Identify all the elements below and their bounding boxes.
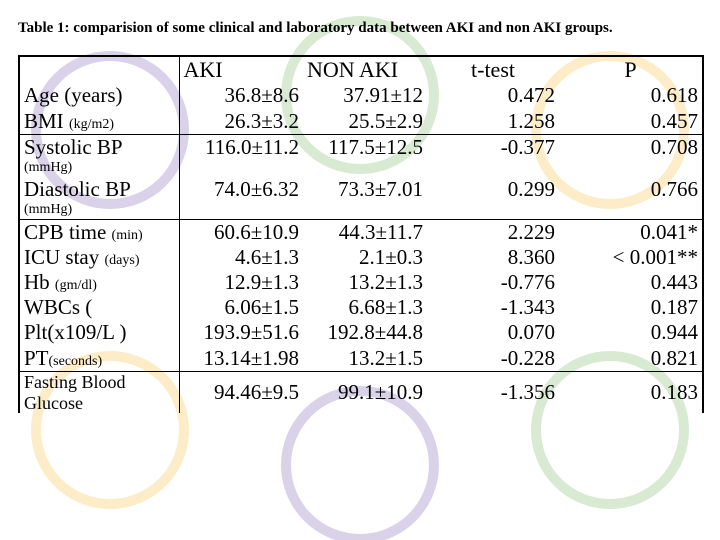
cell-t: -1.356 — [427, 371, 559, 413]
cell-aki: 36.8±8.6 — [179, 83, 303, 108]
cell-t: 0.070 — [427, 320, 559, 345]
header-empty — [19, 56, 179, 83]
header-aki: AKI — [179, 56, 303, 83]
table-row: Diastolic BP 74.0±6.32 73.3±7.01 0.299 0… — [19, 177, 703, 202]
table-row: Systolic BP 116.0±11.2 117.5±12.5 -0.377… — [19, 134, 703, 160]
row-label: ICU stay — [24, 245, 105, 269]
cell-t: 0.299 — [427, 177, 559, 202]
cell-non: 13.2±1.3 — [303, 270, 427, 295]
cell-aki: 193.9±51.6 — [179, 320, 303, 345]
cell-non: 2.1±0.3 — [303, 245, 427, 270]
row-label: Plt(x109/L ) — [24, 320, 126, 344]
cell-aki: 6.06±1.5 — [179, 295, 303, 320]
cell-aki: 94.46±9.5 — [179, 371, 303, 413]
comparison-table: AKI NON AKI t-test P Age (years) 36.8±8.… — [18, 55, 704, 413]
cell-aki: 74.0±6.32 — [179, 177, 303, 202]
row-label: Age (years) — [24, 83, 123, 107]
row-unit: (kg/m2) — [69, 117, 114, 132]
row-unit: (gm/dl) — [55, 278, 97, 293]
row-label: CPB time — [24, 220, 112, 244]
cell-t: -0.377 — [427, 134, 559, 160]
header-p: P — [559, 56, 703, 83]
row-label: Hb — [24, 270, 55, 294]
cell-aki: 26.3±3.2 — [179, 109, 303, 135]
cell-aki: 60.6±10.9 — [179, 219, 303, 245]
cell-non: 192.8±44.8 — [303, 320, 427, 345]
row-label: WBCs ( — [24, 295, 92, 319]
cell-aki: 12.9±1.3 — [179, 270, 303, 295]
cell-non: 117.5±12.5 — [303, 134, 427, 160]
cell-non: 6.68±1.3 — [303, 295, 427, 320]
header-ttest: t-test — [427, 56, 559, 83]
table-row: WBCs ( 6.06±1.5 6.68±1.3 -1.343 0.187 — [19, 295, 703, 320]
cell-p: 0.821 — [559, 346, 703, 372]
table-row: ICU stay (days) 4.6±1.3 2.1±0.3 8.360 < … — [19, 245, 703, 270]
table-header-row: AKI NON AKI t-test P — [19, 56, 703, 83]
table-row: BMI (kg/m2) 26.3±3.2 25.5±2.9 1.258 0.45… — [19, 109, 703, 135]
cell-non: 99.1±10.9 — [303, 371, 427, 413]
table-row-unit: (mmHg) — [19, 202, 703, 219]
cell-p: 0.944 — [559, 320, 703, 345]
table-title: Table 1: comparision of some clinical an… — [18, 20, 702, 37]
table-row: Hb (gm/dl) 12.9±1.3 13.2±1.3 -0.776 0.44… — [19, 270, 703, 295]
cell-non: 25.5±2.9 — [303, 109, 427, 135]
row-unit: (seconds) — [49, 354, 103, 369]
cell-p: 0.443 — [559, 270, 703, 295]
cell-t: -1.343 — [427, 295, 559, 320]
cell-aki: 13.14±1.98 — [179, 346, 303, 372]
cell-t: 1.258 — [427, 109, 559, 135]
cell-non: 13.2±1.5 — [303, 346, 427, 372]
header-non-aki: NON AKI — [303, 56, 427, 83]
row-label: Systolic BP — [24, 135, 123, 159]
row-label-line1: Fasting Blood — [24, 372, 126, 392]
row-unit: (min) — [112, 228, 143, 243]
table-row-unit: (mmHg) — [19, 160, 703, 177]
cell-p: < 0.001** — [559, 245, 703, 270]
row-label: BMI — [24, 109, 69, 133]
cell-aki: 116.0±11.2 — [179, 134, 303, 160]
cell-p: 0.457 — [559, 109, 703, 135]
cell-t: 8.360 — [427, 245, 559, 270]
row-unit: (days) — [105, 253, 140, 268]
cell-t: 2.229 — [427, 219, 559, 245]
cell-p: 0.187 — [559, 295, 703, 320]
table-row: Plt(x109/L ) 193.9±51.6 192.8±44.8 0.070… — [19, 320, 703, 345]
cell-t: -0.228 — [427, 346, 559, 372]
cell-t: -0.776 — [427, 270, 559, 295]
cell-p: 0.708 — [559, 134, 703, 160]
cell-non: 37.91±12 — [303, 83, 427, 108]
cell-aki: 4.6±1.3 — [179, 245, 303, 270]
cell-p: 0.041* — [559, 219, 703, 245]
row-label: Diastolic BP — [24, 177, 131, 201]
row-label-line2: Glucose — [24, 393, 83, 413]
row-unit: (mmHg) — [19, 202, 179, 219]
cell-p: 0.183 — [559, 371, 703, 413]
cell-t: 0.472 — [427, 83, 559, 108]
table-row: CPB time (min) 60.6±10.9 44.3±11.7 2.229… — [19, 219, 703, 245]
cell-p: 0.766 — [559, 177, 703, 202]
table-row: Age (years) 36.8±8.6 37.91±12 0.472 0.61… — [19, 83, 703, 108]
cell-non: 44.3±11.7 — [303, 219, 427, 245]
cell-p: 0.618 — [559, 83, 703, 108]
row-unit: (mmHg) — [19, 160, 179, 177]
table-row: PT(seconds) 13.14±1.98 13.2±1.5 -0.228 0… — [19, 346, 703, 372]
row-label: PT — [24, 346, 49, 370]
cell-non: 73.3±7.01 — [303, 177, 427, 202]
